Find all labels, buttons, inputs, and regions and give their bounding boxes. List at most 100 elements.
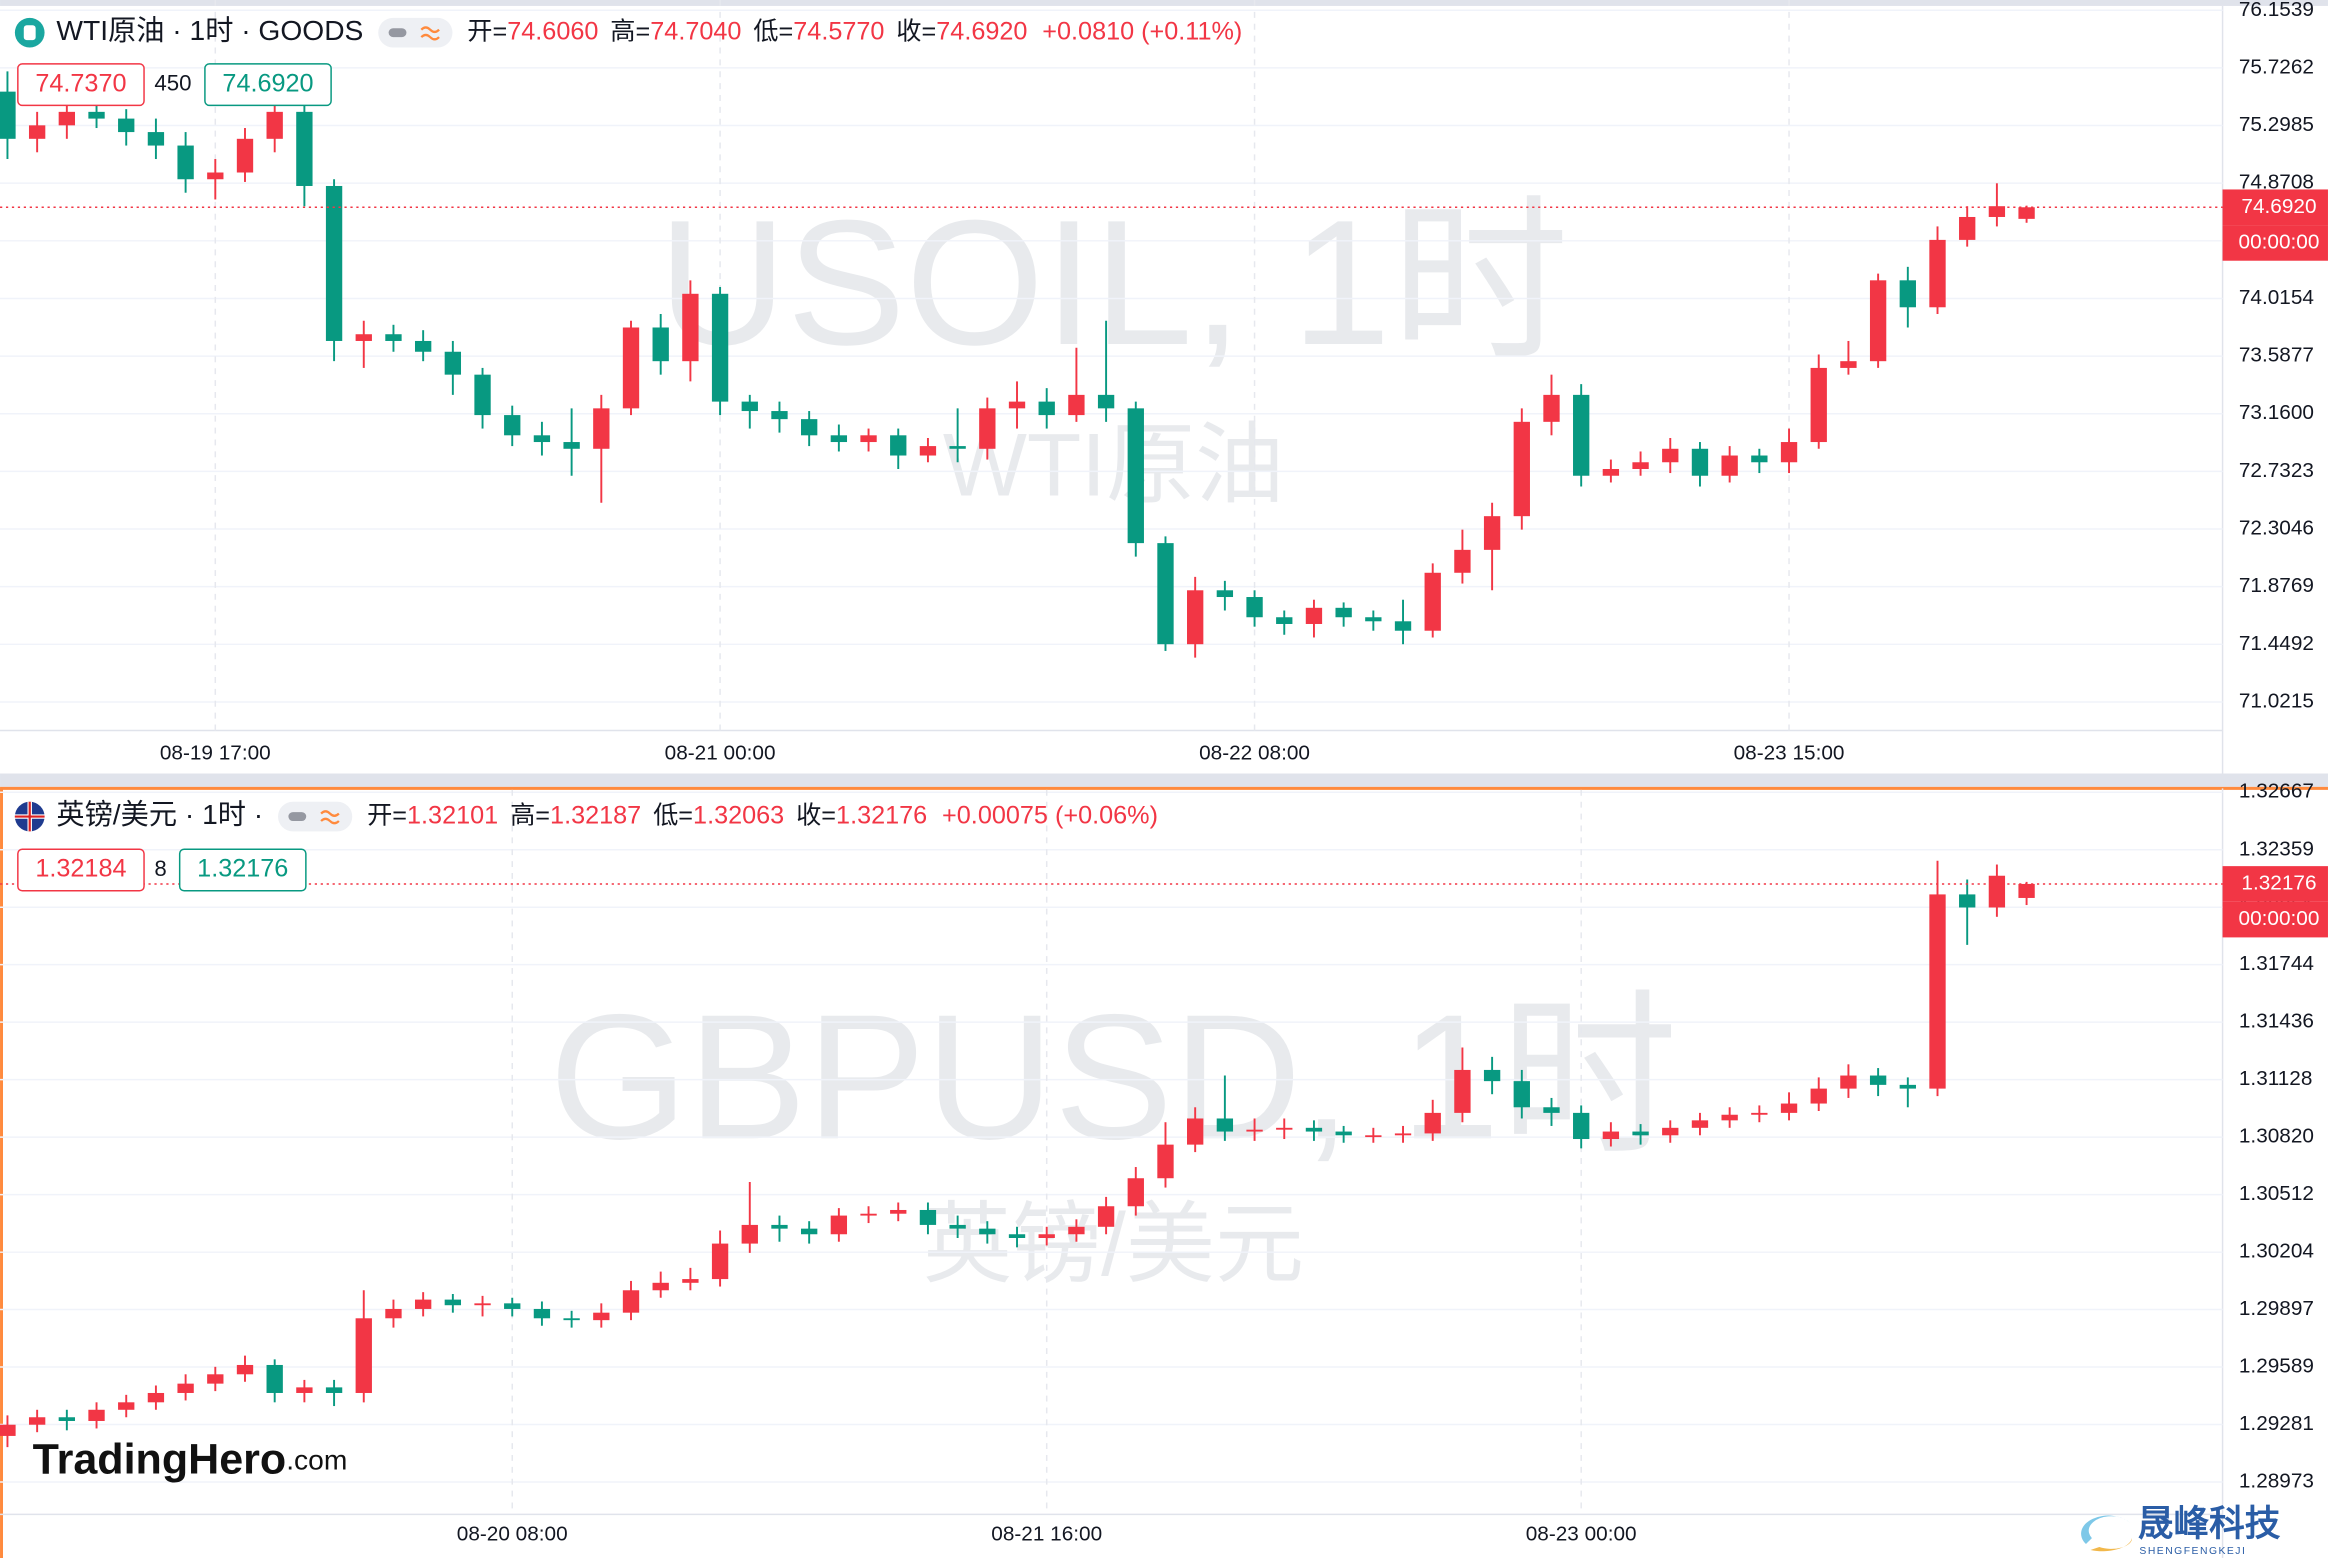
candle-body <box>177 1383 194 1393</box>
candle-body <box>414 340 432 352</box>
y-tick-label: 73.5877 <box>2239 344 2314 367</box>
candle-body <box>1068 1226 1085 1235</box>
candle-body <box>1305 607 1323 624</box>
symbol-icon-inner <box>23 25 36 41</box>
candle-body <box>1038 401 1055 416</box>
candle-body <box>118 118 135 133</box>
candle-body <box>58 111 76 126</box>
candle-body <box>652 1282 669 1291</box>
candle-body <box>1988 875 2006 908</box>
candle-body <box>1810 1088 1827 1104</box>
candle-body <box>147 132 165 146</box>
y-tick-label: 1.28973 <box>2239 1470 2314 1493</box>
candle-body <box>236 138 254 173</box>
candle-body <box>979 1228 996 1235</box>
candle-body <box>860 1213 877 1216</box>
candle-body <box>474 1303 491 1306</box>
candle-body <box>1127 1178 1144 1207</box>
x-tick-label: 08-21 16:00 <box>991 1523 1102 1546</box>
y-tick-label: 72.3046 <box>2239 517 2314 540</box>
candle-body <box>1424 1112 1441 1134</box>
candle-body <box>444 351 462 375</box>
countdown: 00:00:00 <box>2239 230 2320 253</box>
candle-body <box>533 1308 551 1319</box>
symbol-icon-flag <box>14 801 45 832</box>
candle-body <box>296 1387 313 1393</box>
candle-body <box>1602 1131 1620 1140</box>
candle-body <box>771 411 788 420</box>
candle-body <box>830 435 848 443</box>
candle-body <box>1305 1127 1323 1132</box>
ohlc-label: 开= <box>467 17 507 45</box>
corner-logo-pinyin: SHENGFENGKEJI <box>2139 1546 2246 1557</box>
candle-body <box>1573 394 1590 476</box>
x-tick-label: 08-22 08:00 <box>1199 742 1310 765</box>
candle-body <box>2018 207 2035 219</box>
candle-body <box>266 1364 283 1393</box>
watermark: USOIL, 1时 <box>658 183 1569 382</box>
x-tick-label: 08-21 00:00 <box>665 742 776 765</box>
candle-body <box>1959 894 1976 908</box>
candle-body <box>28 125 46 139</box>
candle-body <box>622 1290 640 1313</box>
x-tick-label: 08-23 00:00 <box>1526 1523 1637 1546</box>
candle-body <box>919 446 937 456</box>
x-tick-label: 08-19 17:00 <box>160 742 271 765</box>
candle-body <box>1187 590 1204 645</box>
y-tick-label: 1.30512 <box>2239 1182 2314 1205</box>
ohlc-value: 1.32176 <box>836 801 927 829</box>
candle-body <box>28 1417 46 1425</box>
last-price-label: 1.32176 <box>2241 871 2316 894</box>
candle-body <box>236 1364 254 1375</box>
status-pill-icon <box>420 26 440 41</box>
candle-body <box>1157 1144 1174 1179</box>
candle-body <box>58 1417 76 1421</box>
status-pill-icon <box>288 812 307 822</box>
chart-pane: GBPUSD, 1时英镑/美元1.326671.323591.320511.31… <box>0 780 2328 1546</box>
y-tick-label: 1.30204 <box>2239 1240 2314 1263</box>
candle-body <box>1097 1206 1115 1227</box>
watermark-sub: WTI原油 <box>943 415 1284 515</box>
candle-body <box>1662 448 1679 463</box>
countdown: 00:00:00 <box>2239 907 2320 930</box>
candle-body <box>1959 216 1976 240</box>
candle-body <box>563 1318 580 1321</box>
bid-box <box>17 848 145 892</box>
candle-body <box>1751 455 1768 463</box>
candle-body <box>355 334 372 341</box>
candle-body <box>1929 894 1946 1089</box>
candle-body <box>1246 1129 1263 1132</box>
ohlc-label: 开= <box>367 801 407 829</box>
bid-price: 74.7370 <box>35 69 126 97</box>
candle-body <box>1691 448 1709 476</box>
candle-body <box>1869 280 1887 362</box>
candle-body <box>1810 367 1827 443</box>
y-tick-label: 74.8708 <box>2239 171 2314 194</box>
candle-body <box>1483 516 1501 550</box>
ohlc-value: 1.32101 <box>407 801 498 829</box>
candle-body <box>1276 1127 1293 1130</box>
candle-body <box>207 172 224 180</box>
candle-body <box>949 446 966 449</box>
ask-price: 1.32176 <box>197 855 288 883</box>
candle-body <box>0 1424 16 1436</box>
y-tick-label: 71.4492 <box>2239 632 2314 655</box>
candle-body <box>414 1299 432 1309</box>
y-tick-label: 1.31436 <box>2239 1010 2314 1033</box>
ohlc-label: 低= <box>653 801 693 829</box>
candle-body <box>593 1312 610 1321</box>
candle-body <box>385 334 402 341</box>
candle-body <box>682 1279 699 1283</box>
candle-body <box>88 111 105 119</box>
candle-body <box>1840 361 1857 368</box>
candle-body <box>860 435 877 443</box>
logo-icon <box>2090 1538 2133 1552</box>
candle-body <box>1721 1114 1738 1121</box>
candle-body <box>1038 1234 1055 1238</box>
corner-logo-name: 晟峰科技 <box>2138 1504 2281 1544</box>
spread: 8 <box>154 856 166 881</box>
candle-body <box>1008 401 1026 409</box>
x-tick-label: 08-20 08:00 <box>457 1523 568 1546</box>
candle-body <box>1483 1069 1501 1082</box>
